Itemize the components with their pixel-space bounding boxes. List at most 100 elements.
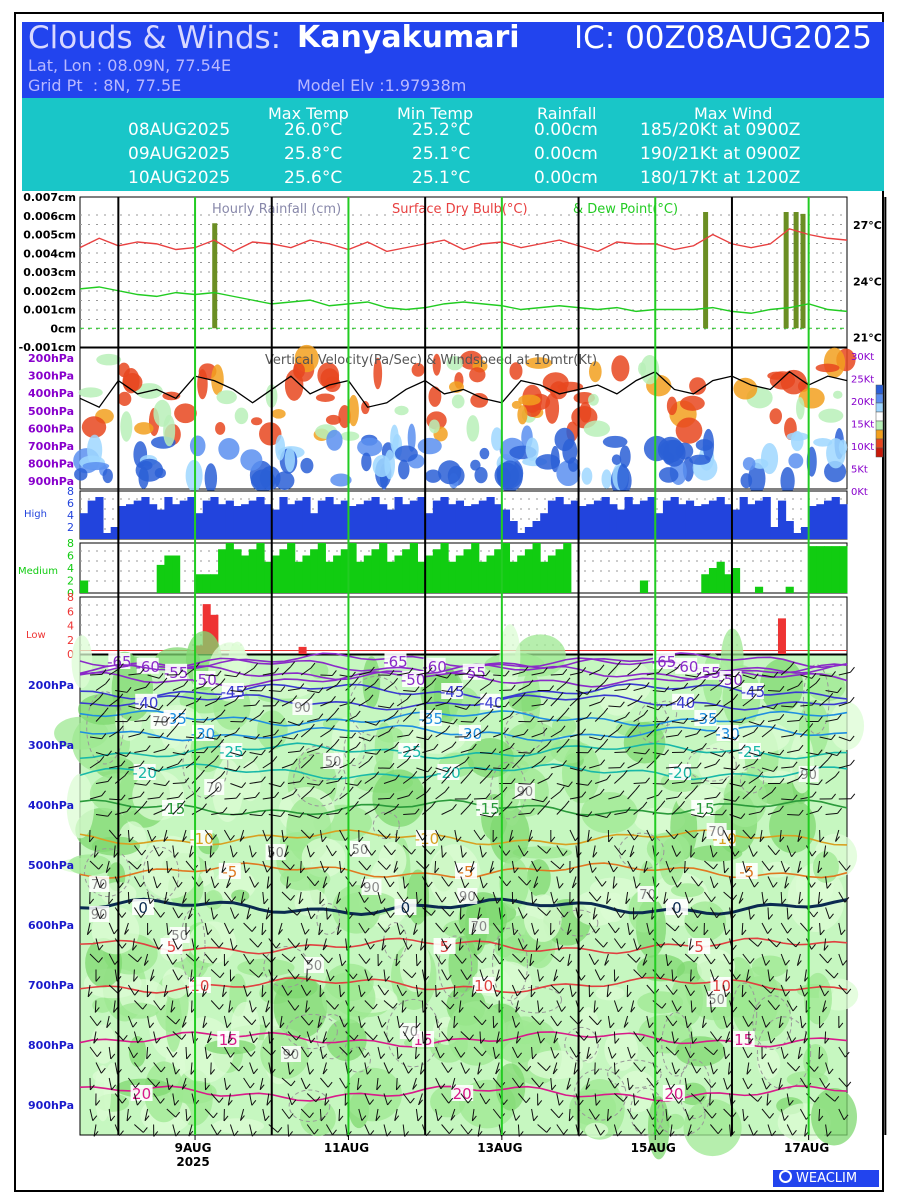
cloud-bar bbox=[440, 497, 449, 539]
cloud-bar bbox=[348, 543, 357, 593]
isotherm-label-bg bbox=[423, 657, 446, 674]
wind-barb bbox=[800, 728, 810, 738]
wind-barb bbox=[364, 938, 371, 950]
wind-barb-flag bbox=[844, 897, 850, 903]
wind-barb bbox=[761, 705, 774, 710]
wind-barb-flag bbox=[437, 1115, 443, 1122]
wind-barb bbox=[441, 876, 449, 887]
velocity-cell bbox=[211, 364, 224, 396]
wind-barb-flag bbox=[753, 673, 759, 680]
velocity-cell bbox=[407, 423, 416, 452]
wind-barb-flag bbox=[537, 1100, 543, 1106]
model-elevation: Model Elv :1.97938m bbox=[297, 76, 467, 95]
wind-barb bbox=[818, 1108, 821, 1122]
wind-barb bbox=[304, 938, 308, 951]
medium-cloud-label: Medium bbox=[18, 566, 58, 577]
wind-barb bbox=[785, 969, 788, 982]
medium-cloud-axis-tick: 2 bbox=[67, 575, 74, 588]
wind-barb-flag bbox=[299, 776, 305, 783]
wind-barb bbox=[479, 876, 484, 889]
wind-barb-flag bbox=[765, 1022, 771, 1028]
wind-barb bbox=[224, 891, 233, 902]
wind-barb-flag bbox=[571, 991, 577, 998]
wind-barb bbox=[105, 860, 110, 873]
wind-barb bbox=[703, 984, 710, 997]
wind-barb-flag bbox=[92, 1115, 98, 1121]
wind-barb-flag bbox=[126, 806, 132, 812]
wind-barb-flag bbox=[702, 714, 708, 721]
wind-barb-flag bbox=[505, 850, 511, 856]
wind-barb-flag bbox=[713, 1049, 718, 1056]
wind-barb bbox=[441, 1124, 450, 1135]
wind-barb-flag bbox=[230, 976, 235, 982]
wind-barb-flag bbox=[769, 976, 775, 982]
wind-barb bbox=[761, 1015, 767, 1028]
velocity-cell bbox=[275, 434, 286, 461]
wind-barb-flag bbox=[375, 1115, 381, 1122]
wind-barb bbox=[287, 1124, 290, 1137]
wind-barb bbox=[364, 1093, 371, 1105]
wind-barb-flag bbox=[595, 927, 600, 934]
wind-barb-flag bbox=[336, 679, 342, 686]
wind-barb bbox=[206, 1031, 212, 1044]
cloud-bar bbox=[394, 555, 403, 593]
wind-barb bbox=[281, 829, 285, 842]
cloud-bar bbox=[471, 504, 480, 539]
wind-barb bbox=[550, 1046, 556, 1059]
wind-barb-flag bbox=[427, 667, 433, 673]
rh-patch bbox=[679, 1082, 707, 1106]
wind-barb bbox=[825, 969, 835, 979]
wind-barb-flag bbox=[747, 1083, 753, 1090]
wind-barb-flag bbox=[642, 960, 648, 966]
wind-barb bbox=[613, 938, 622, 949]
wind-barb-flag bbox=[376, 748, 382, 755]
wind-barb-flag bbox=[404, 1131, 410, 1137]
wind-barb bbox=[383, 808, 395, 815]
wind-barb bbox=[492, 953, 501, 965]
wind-barb-flag bbox=[255, 792, 260, 798]
wind-barb-flag bbox=[775, 1004, 780, 1011]
wind-barb-flag bbox=[160, 1004, 166, 1011]
wind-barb-flag bbox=[250, 1051, 256, 1057]
wind-barb-flag bbox=[336, 898, 342, 904]
wind-barb bbox=[133, 1093, 138, 1106]
wind-barb-flag bbox=[108, 898, 114, 905]
wind-barb bbox=[518, 876, 528, 886]
wind-barb-flag bbox=[139, 881, 145, 888]
wind-barb bbox=[595, 814, 607, 819]
wind-barb bbox=[787, 720, 800, 722]
wind-barb-flag bbox=[386, 864, 391, 870]
wind-barb bbox=[556, 805, 566, 815]
wind-barb bbox=[761, 984, 772, 994]
cloud-bar bbox=[271, 509, 280, 539]
wind-barb-flag bbox=[750, 833, 756, 840]
wind-barb bbox=[358, 860, 368, 871]
wind-barb bbox=[460, 876, 466, 888]
wind-barb-flag bbox=[551, 1084, 557, 1091]
wind-barb bbox=[479, 752, 492, 755]
wind-barb-flag bbox=[715, 791, 721, 798]
wind-barb-flag bbox=[310, 662, 316, 669]
wind-barb-flag bbox=[206, 867, 211, 874]
wind-barb-flag bbox=[364, 897, 369, 903]
medium-cloud-axis-tick: 4 bbox=[67, 562, 74, 575]
wind-barb-flag bbox=[606, 898, 611, 905]
wind-barb-flag bbox=[160, 1066, 166, 1073]
wind-barb-flag bbox=[559, 863, 565, 870]
wind-barb-flag bbox=[291, 1099, 297, 1106]
wind-barb bbox=[281, 763, 294, 769]
wind-barb-flag bbox=[622, 1096, 628, 1102]
wind-barb-flag bbox=[231, 896, 237, 902]
wind-barb-flag bbox=[715, 943, 721, 950]
wind-barb-flag bbox=[696, 1067, 702, 1074]
wind-barb-flag bbox=[589, 991, 594, 998]
wind-barb bbox=[185, 667, 196, 676]
wind-barb bbox=[665, 796, 678, 800]
wind-barb bbox=[592, 845, 596, 858]
wind-barb-flag bbox=[779, 749, 785, 756]
wind-barb-flag bbox=[477, 944, 483, 951]
wind-barb-flag bbox=[482, 882, 488, 889]
rh-contour bbox=[386, 998, 441, 1068]
wind-barb-flag bbox=[283, 836, 289, 843]
velocity-pressure-tick: 900hPa bbox=[28, 475, 74, 488]
